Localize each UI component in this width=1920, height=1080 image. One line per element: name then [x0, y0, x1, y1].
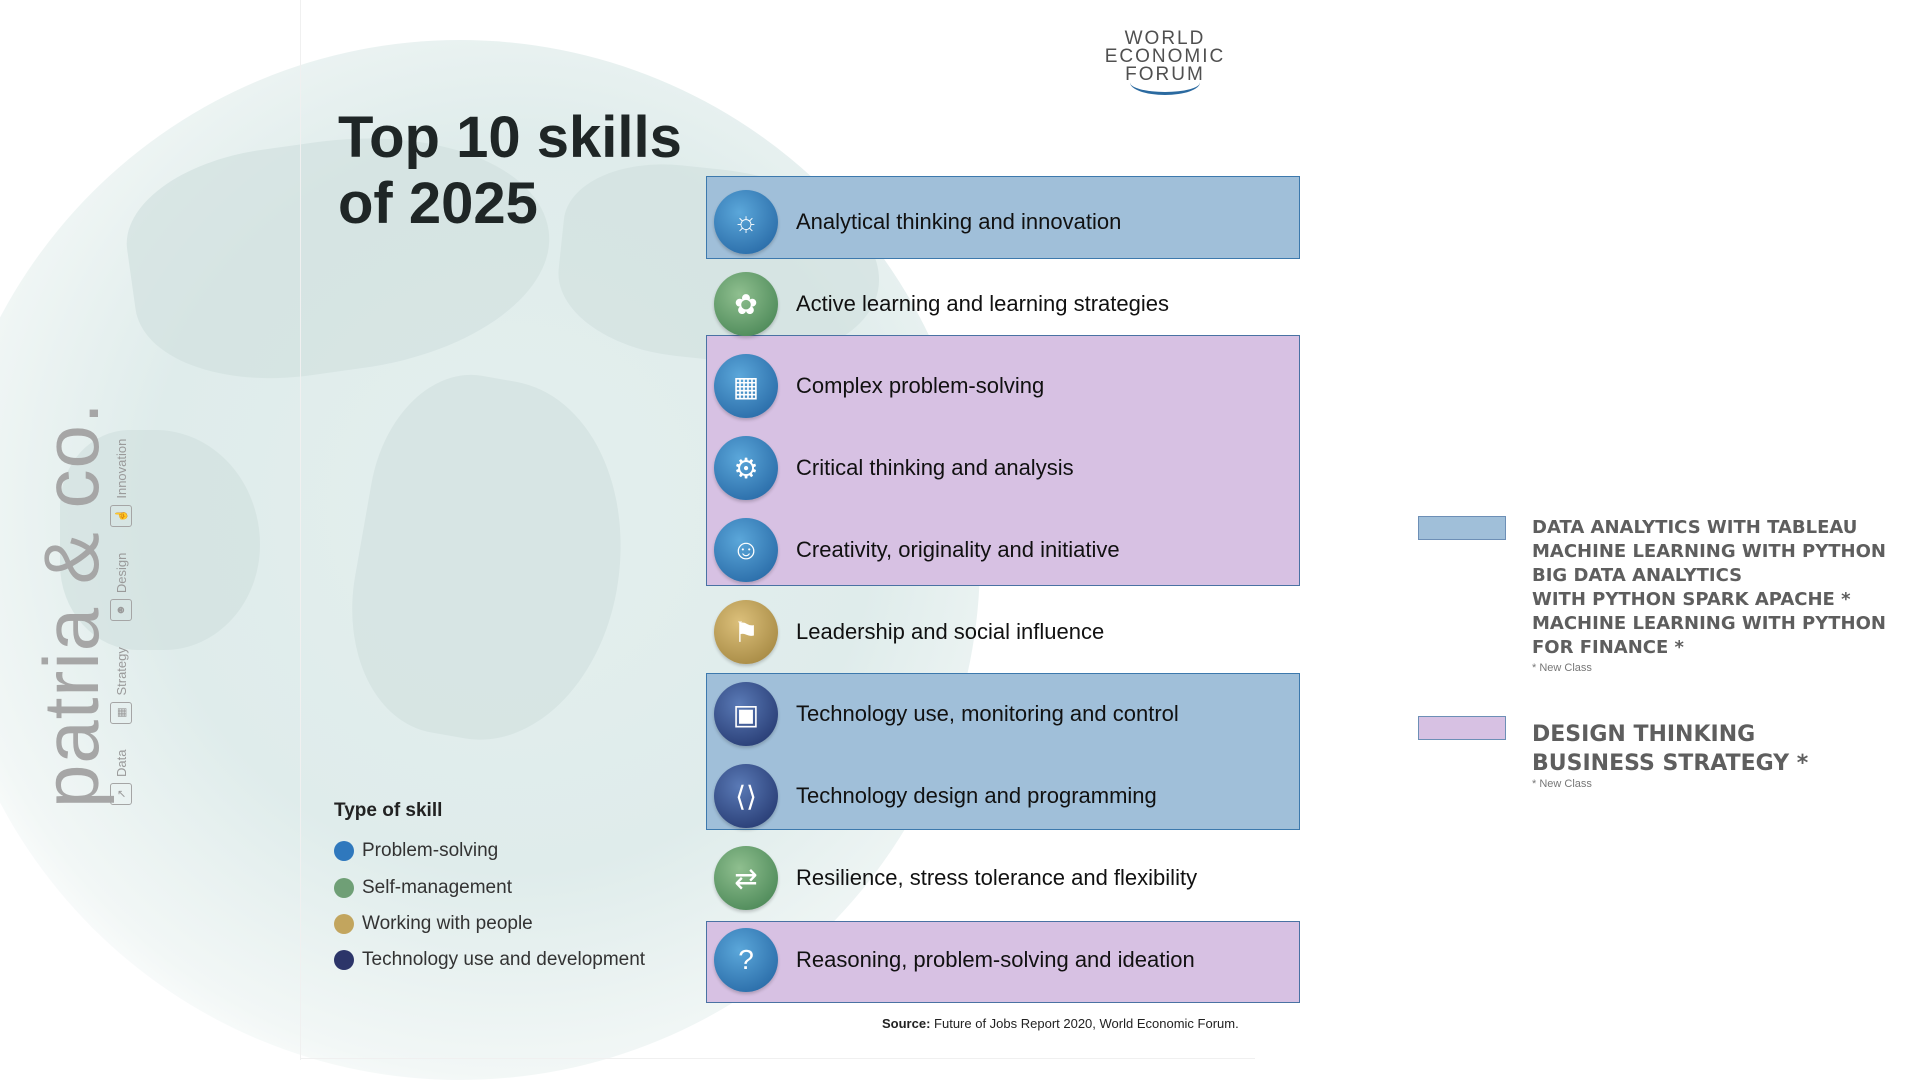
category-label: Design [113, 552, 129, 594]
type-label: Problem-solving [362, 840, 499, 861]
type-label: Technology use and development [362, 949, 646, 970]
skill-item: ? Reasoning, problem-solving and ideatio… [714, 920, 1294, 1000]
skill-label: Resilience, stress tolerance and flexibi… [796, 865, 1198, 890]
code-icon: ⟨⟩ [714, 764, 778, 828]
people-icon: ☻ [110, 599, 132, 622]
skill-item: ✿ Active learning and learning strategie… [714, 264, 1294, 344]
course-line: BUSINESS STRATEGY * [1532, 751, 1809, 776]
skill-label: Leadership and social influence [796, 619, 1105, 644]
brand-categories: ↗ Data ▦ Strategy ☻ Design ☝ Innovation [110, 439, 132, 805]
type-legend-title: Type of skill [334, 800, 443, 821]
type-legend-item: Self-management [334, 877, 512, 899]
color-dot [334, 878, 354, 898]
category-design: ☻ Design [110, 552, 132, 622]
new-class-note: * New Class [1532, 662, 1592, 674]
type-legend-item: Working with people [334, 913, 533, 935]
head-gear-icon: ⚙ [714, 436, 778, 500]
globe-landmass [60, 430, 260, 650]
category-strategy: ▦ Strategy [110, 647, 132, 724]
color-dot [334, 950, 354, 970]
highlight-purple [706, 335, 1300, 586]
key-swatch-blue [1418, 516, 1506, 540]
new-class-note: * New Class [1532, 778, 1592, 790]
flag-podium-icon: ⚑ [714, 600, 778, 664]
skill-label: Critical thinking and analysis [796, 455, 1074, 480]
hand-icon: ☝ [110, 504, 132, 527]
highlight-blue [706, 176, 1300, 259]
head-idea-icon: ☺ [714, 518, 778, 582]
skill-item: ⚑ Leadership and social influence [714, 592, 1294, 672]
type-label: Working with people [362, 913, 533, 934]
skill-label: Analytical thinking and innovation [796, 209, 1122, 234]
course-line: FOR FINANCE * [1532, 637, 1684, 658]
skill-label: Reasoning, problem-solving and ideation [796, 947, 1195, 972]
logo-line: WORLD [1124, 28, 1206, 49]
wef-logo: WORLD ECONOMIC FORUM [1100, 28, 1230, 95]
highlight-purple [706, 921, 1300, 1003]
color-dot [334, 914, 354, 934]
key-list-blue: DATA ANALYTICS WITH TABLEAU MACHINE LEAR… [1532, 516, 1886, 660]
source-label: Source: [882, 1016, 931, 1031]
question-bubble-icon: ? [714, 928, 778, 992]
arrows-in-icon: ⇄ [714, 846, 778, 910]
bar-growth-icon: ▦ [110, 701, 132, 724]
course-line: WITH PYTHON SPARK APACHE * [1532, 589, 1851, 610]
source-note: Source: Future of Jobs Report 2020, Worl… [882, 1016, 1239, 1031]
slide-edge [300, 0, 301, 1060]
skill-item: ▦ Complex problem-solving [714, 346, 1294, 426]
brain-icon: ✿ [714, 272, 778, 336]
chip-icon: ▣ [714, 682, 778, 746]
title-line: of 2025 [338, 171, 538, 236]
skill-label: Active learning and learning strategies [796, 291, 1170, 316]
logo-line: FORUM [1125, 64, 1205, 85]
brand-wordmark: patria & co. [27, 401, 115, 808]
course-line: DESIGN THINKING [1532, 722, 1756, 747]
key-list-purple: DESIGN THINKING BUSINESS STRATEGY * [1532, 720, 1808, 778]
category-label: Data [113, 749, 129, 777]
head-lightbulb-icon: ☼ [714, 190, 778, 254]
skill-label: Technology design and programming [796, 783, 1157, 808]
title-line: Top 10 skills [338, 105, 682, 170]
skill-item: ☼ Analytical thinking and innovation [714, 182, 1294, 262]
skill-item: ⟨⟩ Technology design and programming [714, 756, 1294, 836]
course-line: DATA ANALYTICS WITH TABLEAU [1532, 517, 1858, 538]
skill-item: ☺ Creativity, originality and initiative [714, 510, 1294, 590]
key-swatch-purple [1418, 716, 1506, 740]
course-line: MACHINE LEARNING WITH PYTHON [1532, 613, 1886, 634]
skill-item: ▣ Technology use, monitoring and control [714, 674, 1294, 754]
page-title: Top 10 skills of 2025 [338, 105, 682, 237]
category-innovation: ☝ Innovation [110, 439, 132, 527]
category-data: ↗ Data [110, 750, 132, 805]
type-label: Self-management [362, 877, 512, 898]
type-legend-item: Technology use and development [334, 949, 645, 971]
maze-icon: ▦ [714, 354, 778, 418]
slide-edge [300, 1058, 1255, 1059]
skill-label: Creativity, originality and initiative [796, 537, 1120, 562]
logo-line: ECONOMIC [1104, 46, 1226, 67]
category-label: Strategy [113, 647, 129, 696]
skill-item: ⚙ Critical thinking and analysis [714, 428, 1294, 508]
category-label: Innovation [113, 438, 129, 499]
source-text: Future of Jobs Report 2020, World Econom… [934, 1016, 1239, 1031]
course-line: BIG DATA ANALYTICS [1532, 565, 1743, 586]
skill-label: Technology use, monitoring and control [796, 701, 1179, 726]
color-dot [334, 841, 354, 861]
logo-arc [1130, 70, 1200, 95]
chart-icon: ↗ [110, 783, 132, 805]
highlight-blue [706, 673, 1300, 830]
course-line: MACHINE LEARNING WITH PYTHON [1532, 541, 1886, 562]
type-legend-item: Problem-solving [334, 840, 498, 862]
skill-item: ⇄ Resilience, stress tolerance and flexi… [714, 838, 1294, 918]
skill-label: Complex problem-solving [796, 373, 1045, 398]
